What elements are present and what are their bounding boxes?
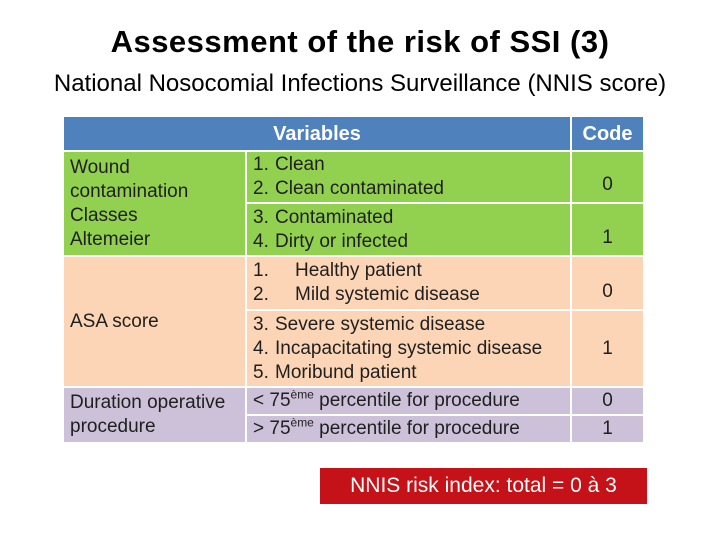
table-row: 3. Contaminated 4. Dirty or infected 1 — [63, 202, 645, 257]
values-cell: > 75ème percentile for procedure — [245, 414, 572, 444]
list-item-text: Severe systemic disease — [275, 313, 486, 335]
list-item-text: Contaminated — [275, 206, 394, 228]
list-item-text: percentile for procedure — [313, 390, 520, 411]
list-item-number: 4. — [253, 230, 269, 252]
code-cell: 0 — [570, 255, 645, 311]
list-item-text: percentile for procedure — [313, 418, 520, 439]
variable-name-line: Classes — [70, 204, 138, 226]
code-cell: 0 — [570, 386, 645, 416]
list-item-number: 5. — [253, 361, 269, 383]
list-item-text: Mild systemic disease — [295, 284, 480, 305]
values-cell: 1. Healthy patient 2. Mild systemic diseas… — [245, 255, 572, 311]
list-item-number: 2. — [253, 178, 269, 199]
list-item-number: 2. — [253, 284, 269, 305]
list-item-text: Incapacitating systemic disease — [275, 337, 543, 359]
table-row: > 75ème percentile for procedure 1 — [63, 414, 645, 444]
superscript-text: ème — [290, 387, 314, 402]
list-item: 4. Incapacitating systemic disease — [253, 337, 564, 361]
variable-name-cell-wound: Wound contamination Classes Altemeier — [62, 150, 247, 257]
list-item-number: 4. — [253, 337, 269, 359]
superscript-text: ème — [290, 415, 314, 430]
values-cell: 3. Contaminated 4. Dirty or infected — [245, 202, 572, 257]
list-item-text: > 75 — [253, 418, 291, 439]
code-cell: 0 — [570, 150, 645, 204]
nnis-risk-index-banner: NNIS risk index: total = 0 à 3 — [320, 468, 647, 504]
header-code-cell: Code — [570, 115, 645, 152]
list-item-text: Moribund patient — [275, 361, 417, 383]
variable-name-line: ASA score — [70, 310, 159, 332]
list-item: 2. Clean contaminated — [253, 177, 564, 201]
list-item: 1. Clean — [253, 153, 564, 177]
list-item-number: 1. — [253, 260, 269, 281]
code-cell: 1 — [570, 202, 645, 257]
table-row: Duration operative procedure < 75ème per… — [62, 386, 645, 444]
variable-name-line: Duration operative — [70, 392, 226, 413]
table-row: ASA score 1. Healthy patient 2. Mild syste… — [62, 255, 645, 388]
variable-name-line: procedure — [70, 416, 156, 437]
variable-name-cell-asa: ASA score — [62, 255, 247, 388]
table-row: Wound contamination Classes Altemeier 1.… — [62, 150, 645, 257]
list-item: 5. Moribund patient — [253, 361, 564, 385]
page-title: Assessment of the risk of SSI (3) — [110, 24, 610, 59]
values-cell: 1. Clean 2. Clean contaminated — [245, 150, 572, 204]
table-header-row: Variables Code — [62, 115, 645, 152]
nnis-score-table: Variables Code Wound contamination Class… — [62, 115, 645, 444]
table-row: 3. Severe systemic disease 4. Incapacitati… — [63, 309, 645, 388]
list-item-text: Dirty or infected — [275, 230, 409, 252]
values-cell: < 75ème percentile for procedure — [245, 386, 572, 416]
variable-name-line: Wound — [70, 156, 130, 178]
list-item: > 75ème percentile for procedure — [253, 417, 564, 441]
list-item: 2. Mild systemic disease — [253, 283, 564, 307]
list-item-text: Clean — [275, 154, 325, 175]
values-cell: 3. Severe systemic disease 4. Incapacitati… — [245, 309, 572, 388]
list-item-text: Healthy patient — [295, 260, 422, 281]
variable-name-line: contamination — [70, 180, 189, 202]
list-item: 4. Dirty or infected — [253, 230, 564, 254]
list-item-number: 3. — [253, 206, 269, 228]
header-variables-cell: Variables — [62, 115, 572, 152]
page-subtitle: National Nosocomial Infections Surveilla… — [53, 70, 667, 97]
variable-name-line: Altemeier — [70, 228, 151, 250]
list-item: 3. Severe systemic disease — [253, 313, 564, 337]
code-cell: 1 — [570, 309, 645, 388]
list-item-number: 3. — [253, 313, 269, 335]
list-item-text: Clean contaminated — [275, 178, 444, 199]
list-item: 1. Healthy patient — [253, 259, 564, 283]
list-item: < 75ème percentile for procedure — [253, 389, 564, 413]
code-cell: 1 — [570, 414, 645, 444]
list-item-text: < 75 — [253, 390, 291, 411]
list-item-number: 1. — [253, 154, 269, 175]
list-item: 3. Contaminated — [253, 206, 564, 230]
variable-name-cell-duration: Duration operative procedure — [62, 386, 247, 444]
